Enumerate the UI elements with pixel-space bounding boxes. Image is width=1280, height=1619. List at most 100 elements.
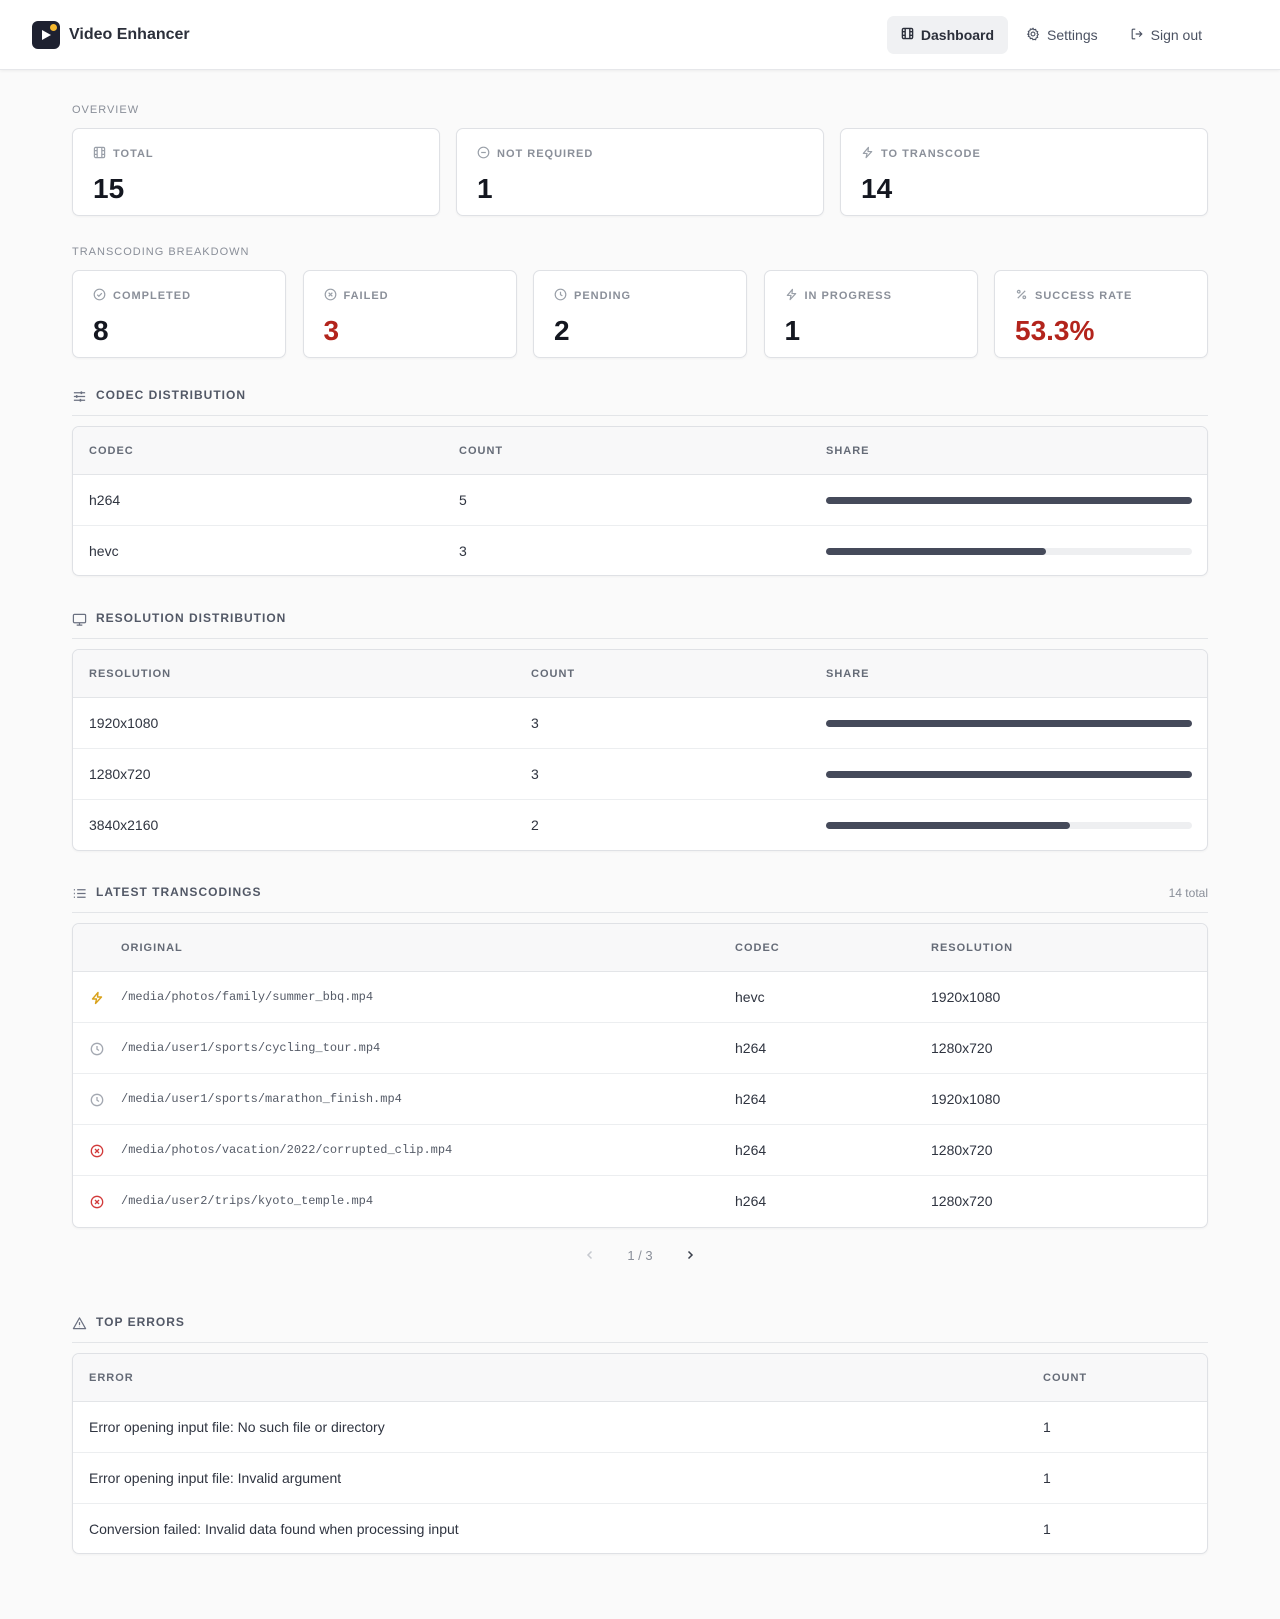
monitor-icon — [72, 611, 96, 632]
table-header: Error Count — [73, 1354, 1207, 1402]
stat-value: 2 — [554, 315, 570, 346]
file-codec: h264 — [735, 1193, 767, 1209]
codec-section-title: Codec distribution — [96, 388, 246, 402]
stat-label: TOTAL — [113, 148, 154, 160]
clock-icon — [554, 288, 574, 304]
file-path: /media/user2/trips/kyoto_temple.mp4 — [121, 1194, 374, 1208]
table-row[interactable]: /media/user2/trips/kyoto_temple.mp4 h264… — [73, 1176, 1207, 1227]
share-bar — [826, 497, 1192, 504]
errors-section-header: Top errors — [72, 1315, 1208, 1343]
table-row: 1920x1080 3 — [73, 698, 1207, 749]
gear-icon — [1026, 26, 1047, 44]
file-codec: h264 — [735, 1142, 767, 1158]
column-header: Resolution — [931, 942, 1014, 954]
table-header: Resolution Count Share — [73, 650, 1207, 698]
resolution-section-title: Resolution distribution — [96, 611, 287, 625]
table-row: Error opening input file: No such file o… — [73, 1402, 1207, 1453]
overview-cards: TOTAL 15 NOT REQUIRED 1 TO TRANSCODE 14 — [72, 128, 1208, 216]
file-path: /media/photos/family/summer_bbq.mp4 — [121, 990, 374, 1004]
latest-table: Original Codec Resolution /media/photos/… — [72, 923, 1208, 1228]
bolt-icon — [785, 288, 805, 304]
nav-settings[interactable]: Settings — [1012, 16, 1112, 54]
column-header: Resolution — [89, 668, 172, 680]
stat-value: 8 — [93, 315, 109, 346]
error-count: 1 — [1043, 1521, 1051, 1537]
resolution-count: 3 — [531, 766, 539, 782]
nav-dashboard[interactable]: Dashboard — [886, 16, 1009, 54]
latest-total-count: 14 total — [1168, 886, 1208, 900]
resolution-name: 3840x2160 — [89, 817, 159, 833]
column-header: Codec — [89, 445, 134, 457]
list-icon — [72, 885, 96, 906]
codec-count: 3 — [459, 543, 467, 559]
share-bar — [826, 548, 1192, 555]
stat-card-success-rate: SUCCESS RATE 53.3% — [994, 270, 1208, 358]
film-icon — [93, 146, 113, 162]
codec-name: hevc — [89, 543, 119, 559]
table-row: 3840x2160 2 — [73, 800, 1207, 850]
table-row[interactable]: /media/photos/vacation/2022/corrupted_cl… — [73, 1125, 1207, 1176]
column-header: Original — [121, 942, 183, 954]
errors-section-title: Top errors — [96, 1315, 185, 1329]
sign-out-icon — [1130, 27, 1151, 44]
stat-label: IN PROGRESS — [804, 290, 892, 302]
table-row[interactable]: /media/photos/family/summer_bbq.mp4 hevc… — [73, 972, 1207, 1023]
page-indicator: 1 / 3 — [627, 1247, 653, 1263]
table-header: Original Codec Resolution — [73, 924, 1207, 972]
stat-label: FAILED — [343, 290, 389, 302]
table-row: h264 5 — [73, 475, 1207, 526]
file-resolution: 1280x720 — [931, 1193, 993, 1209]
file-path: /media/user1/sports/marathon_finish.mp4 — [121, 1092, 402, 1106]
stat-label: TO TRANSCODE — [881, 148, 981, 160]
clock-icon — [90, 1042, 104, 1061]
stat-label: PENDING — [574, 290, 632, 302]
table-row: 1280x720 3 — [73, 749, 1207, 800]
column-header: Share — [826, 668, 870, 680]
errors-table: Error Count Error opening input file: No… — [72, 1353, 1208, 1554]
column-header: Error — [89, 1372, 134, 1384]
stat-card-pending: PENDING 2 — [533, 270, 747, 358]
table-row[interactable]: /media/user1/sports/marathon_finish.mp4 … — [73, 1074, 1207, 1125]
file-codec: h264 — [735, 1040, 767, 1056]
pagination: 1 / 3 — [72, 1240, 1208, 1270]
table-header: Codec Count Share — [73, 427, 1207, 475]
stat-label: NOT REQUIRED — [497, 148, 594, 160]
x-circle-icon — [90, 1195, 104, 1214]
overview-label: Overview — [72, 104, 140, 116]
latest-section-title: Latest transcodings — [96, 885, 262, 899]
stat-label: COMPLETED — [113, 290, 192, 302]
stat-card-to-transcode: TO TRANSCODE 14 — [840, 128, 1208, 216]
share-bar — [826, 822, 1192, 829]
column-header: Count — [1043, 1372, 1088, 1384]
file-codec: h264 — [735, 1091, 767, 1107]
file-resolution: 1280x720 — [931, 1040, 993, 1056]
error-count: 1 — [1043, 1419, 1051, 1435]
x-circle-icon — [324, 288, 344, 304]
codec-count: 5 — [459, 492, 467, 508]
resolution-name: 1920x1080 — [89, 715, 159, 731]
main-nav: Dashboard Settings Sign out — [883, 16, 1216, 54]
codec-table: Codec Count Share h264 5 hevc 3 — [72, 426, 1208, 576]
breakdown-label: Transcoding breakdown — [72, 246, 250, 258]
latest-section-header: Latest transcodings 14 total — [72, 885, 1208, 913]
stat-card-not-required: NOT REQUIRED 1 — [456, 128, 824, 216]
percent-icon — [1015, 288, 1035, 304]
stat-value: 1 — [477, 173, 493, 204]
bolt-icon — [861, 146, 881, 162]
stat-value: 3 — [323, 315, 340, 346]
column-header: Count — [459, 445, 504, 457]
resolution-count: 2 — [531, 817, 539, 833]
x-circle-icon — [90, 1144, 104, 1163]
top-bar: Video Enhancer Dashboard Settings Sign o… — [0, 0, 1280, 70]
next-page-button[interactable] — [675, 1240, 705, 1270]
file-path: /media/user1/sports/cycling_tour.mp4 — [121, 1041, 381, 1055]
share-bar — [826, 771, 1192, 778]
stat-label: SUCCESS RATE — [1035, 290, 1133, 302]
nav-sign-out[interactable]: Sign out — [1116, 16, 1216, 54]
stat-value: 53.3% — [1015, 315, 1095, 346]
app-name: Video Enhancer — [69, 26, 190, 43]
brand[interactable]: Video Enhancer — [32, 21, 190, 49]
previous-page-button[interactable] — [575, 1240, 605, 1270]
file-resolution: 1920x1080 — [931, 1091, 1001, 1107]
table-row[interactable]: /media/user1/sports/cycling_tour.mp4 h26… — [73, 1023, 1207, 1074]
